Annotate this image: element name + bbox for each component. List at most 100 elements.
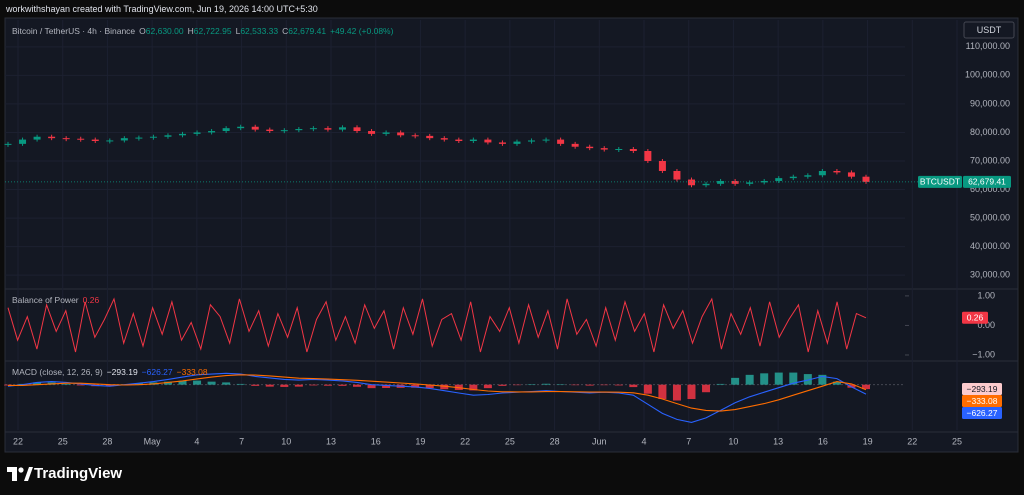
- x-tick-label: 19: [863, 436, 873, 446]
- currency[interactable]: USDT: [977, 25, 1002, 35]
- low: 62,533.33: [240, 26, 279, 36]
- x-tick-label: 7: [686, 436, 691, 446]
- y-tick-label: 110,000.00: [966, 41, 1010, 51]
- histogram-bar: [222, 382, 231, 385]
- candle: [717, 180, 725, 184]
- y-tick-label: 0.00: [977, 320, 995, 330]
- histogram-bar: [658, 384, 667, 400]
- candle: [179, 133, 187, 136]
- histogram-bar: [556, 384, 565, 386]
- histogram-bar: [294, 384, 303, 387]
- candle: [149, 136, 157, 138]
- histogram-bar: [629, 384, 638, 388]
- x-tick-label: 22: [460, 436, 470, 446]
- histogram-bar: [512, 384, 521, 386]
- macd-value: −626.27: [141, 367, 173, 377]
- histogram-bar: [832, 381, 841, 385]
- symbol: Bitcoin / TetherUS · 4h · Binance: [12, 26, 136, 36]
- candle: [295, 129, 303, 131]
- candle: [600, 148, 608, 150]
- candle: [746, 182, 754, 184]
- candle: [847, 172, 855, 177]
- candle: [33, 136, 41, 140]
- signal-value: −333.08: [176, 367, 208, 377]
- candle: [862, 176, 870, 182]
- candle: [237, 126, 245, 129]
- candle: [193, 132, 201, 134]
- macd-badge: −626.27: [967, 408, 998, 418]
- histogram-bar: [353, 384, 362, 387]
- footer: TradingView: [0, 453, 1024, 495]
- candle: [731, 180, 739, 184]
- histogram-bar: [469, 384, 478, 391]
- y-tick-label: 70,000.00: [970, 155, 1010, 165]
- y-tick-label: 50,000.00: [970, 212, 1010, 222]
- histogram-bar: [672, 384, 681, 401]
- candle: [397, 132, 405, 136]
- x-tick-label: 22: [907, 436, 917, 446]
- candle: [469, 139, 477, 142]
- macd-line: [7, 372, 867, 423]
- candle: [629, 149, 637, 152]
- x-tick-label: 25: [952, 436, 962, 446]
- histogram-bar: [193, 380, 202, 385]
- candle: [353, 127, 361, 132]
- x-tick-label: 7: [239, 436, 244, 446]
- candle: [208, 131, 216, 133]
- x-tick-label: Jun: [592, 436, 607, 446]
- histogram-bar: [440, 384, 449, 390]
- y-tick-label: 40,000.00: [970, 241, 1010, 251]
- candle: [673, 170, 681, 180]
- x-tick-label: 4: [194, 436, 199, 446]
- candle: [775, 178, 783, 181]
- y-tick-label: 100,000.00: [965, 70, 1010, 80]
- candle: [48, 136, 56, 139]
- candle: [644, 151, 652, 161]
- currency-button[interactable]: [963, 21, 1015, 39]
- candle: [91, 139, 99, 142]
- histogram-bar: [716, 383, 725, 385]
- histogram-bar: [163, 381, 172, 385]
- histogram-bar: [571, 384, 580, 386]
- indicator-title: MACD (close, 12, 26, 9): [12, 367, 103, 377]
- candle: [542, 139, 550, 141]
- x-tick-label: 19: [415, 436, 425, 446]
- histogram-bar: [542, 383, 551, 385]
- high-label: H: [187, 26, 194, 36]
- candle: [4, 143, 12, 145]
- histogram-bar: [862, 384, 870, 390]
- candle: [557, 139, 565, 144]
- x-tick-label: 4: [641, 436, 646, 446]
- chart: USDT 22 25 28 May 4 7 10 13 16 19 22 25 28 Jun 4 7 10 13 1…: [4, 17, 1019, 453]
- histogram-bar: [847, 384, 856, 388]
- histogram-bar: [323, 384, 332, 386]
- candle: [833, 170, 841, 173]
- close: 62,679.41: [288, 26, 327, 36]
- caption: workwithshayan created with TradingView.…: [6, 4, 318, 14]
- histogram-value: −293.19: [106, 367, 138, 377]
- histogram-bar: [774, 372, 783, 385]
- histogram-bar: [818, 374, 827, 385]
- x-tick-label: May: [144, 436, 162, 446]
- histogram-bar: [265, 384, 274, 387]
- candle: [571, 143, 579, 147]
- indicator-title: Balance of Power: [12, 295, 79, 305]
- histogram-bar: [105, 384, 114, 387]
- x-tick-label: 13: [773, 436, 783, 446]
- candle: [135, 137, 143, 139]
- x-tick-label: 28: [550, 436, 560, 446]
- candle: [789, 176, 797, 179]
- x-tick-label: 16: [371, 436, 381, 446]
- candle: [615, 149, 623, 151]
- histogram-bar: [483, 384, 492, 389]
- candle: [368, 131, 376, 134]
- histogram-badge: −293.19: [967, 384, 998, 394]
- candle: [658, 160, 666, 171]
- x-tick-label: 28: [102, 436, 112, 446]
- candle: [120, 138, 128, 141]
- histogram-bar: [338, 384, 347, 386]
- signal-badge-bg: [962, 395, 1002, 407]
- price-legend: Bitcoin / TetherUS · 4h · Binance O62,630…: [12, 26, 401, 36]
- histogram-bar: [745, 374, 754, 385]
- candle: [513, 141, 521, 144]
